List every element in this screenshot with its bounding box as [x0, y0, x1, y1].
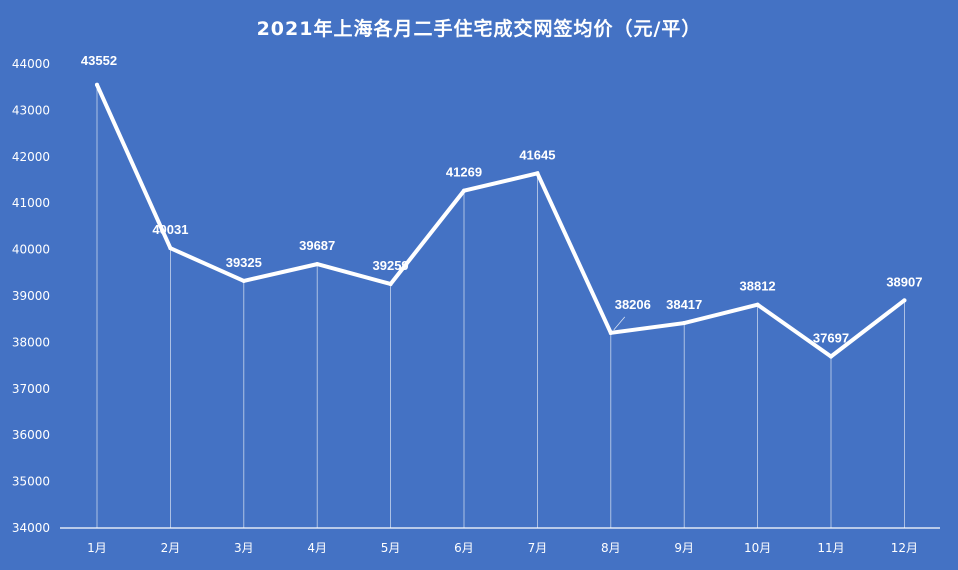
data-label: 38417: [666, 297, 702, 312]
data-label: 38907: [886, 274, 922, 289]
data-point: [462, 188, 466, 193]
x-tick-label: 9月: [674, 541, 694, 555]
data-point: [168, 246, 173, 251]
y-tick-label: 34000: [12, 521, 50, 535]
chart-title: 2021年上海各月二手住宅成交网签均价（元/平）: [256, 18, 702, 40]
y-tick-label: 43000: [12, 103, 50, 117]
y-tick-label: 36000: [12, 428, 50, 442]
label-leader-line: [613, 316, 626, 331]
x-tick-label: 5月: [381, 541, 401, 555]
y-tick-label: 44000: [12, 57, 50, 71]
data-point: [682, 321, 687, 326]
y-tick-label: 40000: [12, 243, 50, 257]
x-tick-label: 3月: [234, 541, 254, 555]
data-label: 38206: [615, 297, 651, 312]
data-label: 40031: [152, 222, 188, 237]
data-label: 41645: [519, 147, 555, 162]
x-tick-label: 2月: [161, 541, 181, 555]
y-tick-label: 38000: [12, 335, 50, 349]
data-point: [241, 278, 246, 283]
data-point: [95, 82, 99, 87]
data-label: 41269: [446, 165, 482, 180]
data-point: [755, 302, 760, 307]
y-tick-label: 39000: [12, 289, 50, 303]
y-tick-label: 37000: [12, 382, 50, 396]
data-label: 39687: [299, 238, 335, 253]
y-tick-label: 41000: [12, 196, 50, 210]
x-tick-label: 6月: [454, 541, 474, 555]
data-label: 39325: [226, 255, 262, 270]
x-tick-label: 11月: [817, 541, 844, 555]
data-point: [829, 354, 833, 359]
data-label: 39259: [373, 258, 409, 273]
data-label: 37697: [813, 330, 849, 345]
y-tick-label: 35000: [12, 475, 50, 489]
x-tick-label: 4月: [307, 541, 327, 555]
x-tick-label: 12月: [891, 541, 918, 555]
data-point: [902, 298, 907, 303]
data-point: [608, 330, 613, 335]
data-label: 38812: [740, 279, 776, 294]
x-tick-label: 7月: [528, 541, 548, 555]
data-point: [315, 262, 320, 267]
y-tick-label: 42000: [12, 150, 50, 164]
series-line: [95, 82, 907, 359]
x-tick-label: 8月: [601, 541, 621, 555]
x-tick-label: 1月: [87, 541, 107, 555]
x-tick-label: 10月: [744, 541, 771, 555]
data-point: [535, 171, 540, 176]
data-point: [388, 281, 393, 286]
data-label: 43552: [81, 53, 117, 68]
